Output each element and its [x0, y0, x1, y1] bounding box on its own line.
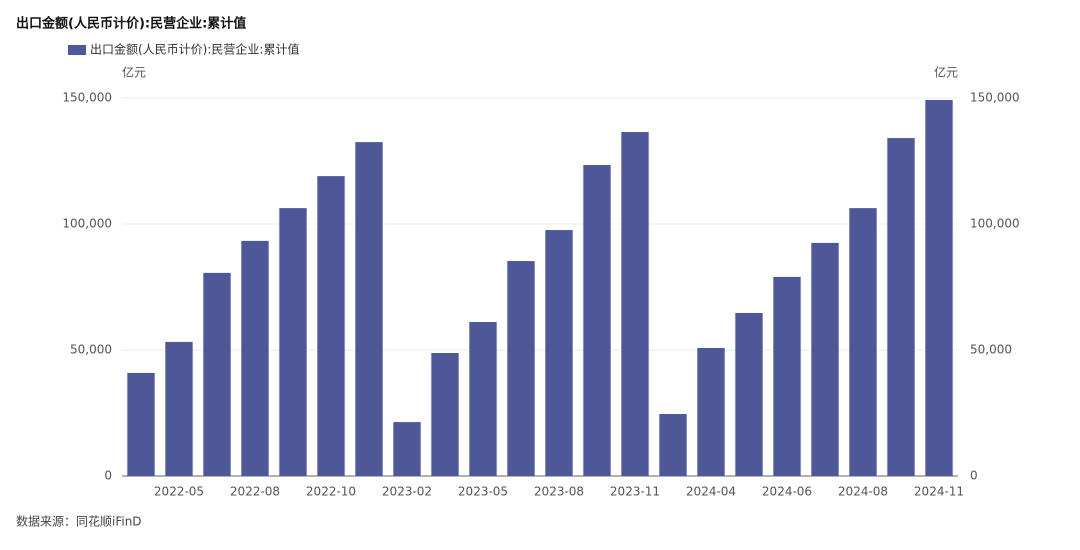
bar: [165, 341, 193, 476]
x-tick-label: 2024-06: [762, 485, 812, 499]
bar: [355, 142, 383, 476]
y-tick-label: 50,000: [70, 343, 112, 357]
y-tick-label: 0: [104, 469, 112, 483]
bar: [469, 322, 497, 476]
bar: [317, 176, 345, 476]
source: 数据来源：同花顺iFinD: [16, 514, 142, 529]
bar: [697, 347, 725, 476]
bar: [659, 414, 687, 476]
bar: [887, 138, 915, 476]
x-tick-label: 2024-11: [914, 485, 964, 499]
x-tick-label: 2023-05: [458, 485, 508, 499]
x-tick-label: 2023-02: [382, 485, 432, 499]
x-tick-label: 2022-05: [154, 485, 204, 499]
bar: [545, 230, 573, 476]
x-tick-label: 2023-08: [534, 485, 584, 499]
x-tick-label: 2024-04: [686, 485, 736, 499]
bar: [735, 312, 763, 476]
bar: [811, 242, 839, 476]
x-tick-label: 2022-10: [306, 485, 356, 499]
bar: [925, 100, 953, 477]
bar: [773, 276, 801, 476]
bar: [621, 132, 649, 476]
y2-tick-label: 50,000: [970, 343, 1012, 357]
x-tick-label: 2023-11: [610, 485, 660, 499]
y2-unit: 亿元: [934, 65, 958, 80]
bar: [393, 422, 421, 476]
bar: [203, 272, 231, 476]
bar: [849, 208, 877, 476]
y-tick-label: 150,000: [62, 91, 112, 105]
bar: [507, 261, 535, 476]
bar: [583, 165, 611, 477]
y2-tick-label: 100,000: [970, 217, 1020, 231]
bar: [279, 208, 307, 476]
bar: [241, 240, 269, 476]
y2-tick-label: 0: [970, 469, 978, 483]
y-unit: 亿元: [122, 65, 146, 80]
x-tick-label: 2022-08: [230, 485, 280, 499]
legend-swatch: [68, 45, 86, 55]
y-tick-label: 100,000: [62, 217, 112, 231]
y2-tick-label: 150,000: [970, 91, 1020, 105]
legend-label: 出口金额(人民币计价):民营企业:累计值: [90, 42, 299, 57]
bar: [431, 353, 459, 476]
bar: [127, 372, 155, 476]
x-tick-label: 2024-08: [838, 485, 888, 499]
chart-title: 出口金额(人民币计价):民营企业:累计值: [16, 16, 246, 32]
